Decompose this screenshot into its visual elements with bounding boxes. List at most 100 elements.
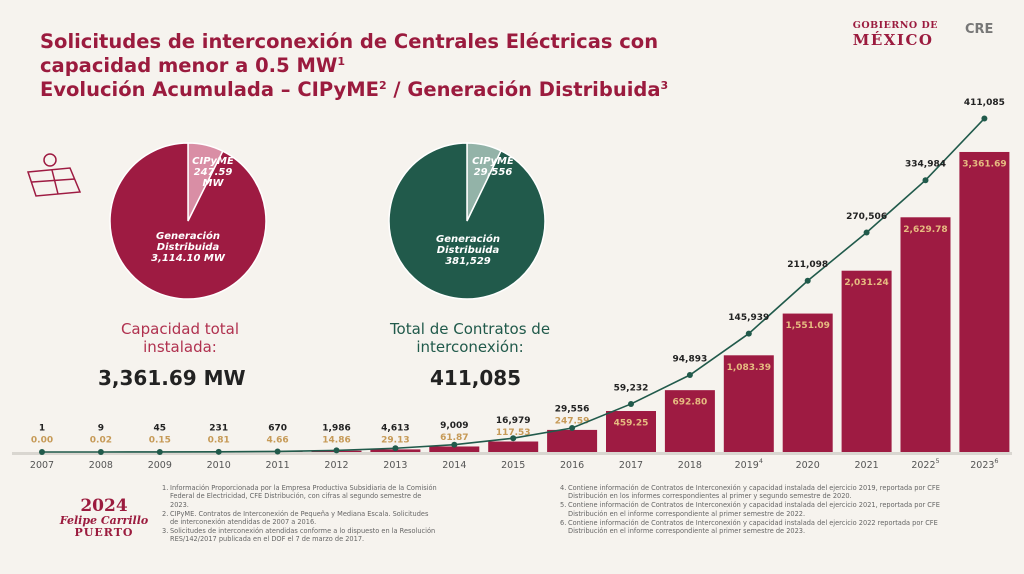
summary-value: 411,085 [430, 366, 522, 390]
logo-text: Felipe Carrillo [59, 514, 149, 527]
footnote: 2. CIPyME. Contratos de Interconexión de … [162, 510, 437, 527]
point [333, 447, 340, 454]
footnote-ref: 6 [994, 457, 998, 465]
category: 2013 [383, 460, 407, 471]
bar [723, 355, 774, 452]
point [922, 177, 929, 184]
point [804, 277, 811, 284]
line-value-label: 4,613 [381, 424, 409, 434]
category: 2020 [796, 460, 820, 471]
x-tick-label: 2010 [207, 460, 231, 471]
gobierno-logo: GOBIERNO DE MÉXICO [853, 20, 938, 49]
line-value-label: 270,506 [846, 212, 887, 222]
x-tick-label: 2012 [324, 460, 348, 471]
line-value-label: 9 [98, 424, 104, 434]
title-text: Evolución Acumulada – CIPyME [40, 78, 379, 101]
bar [429, 446, 480, 452]
panel [26, 167, 82, 197]
slice-name: CIPyME [472, 156, 514, 167]
slice-value: 29,556 [473, 167, 513, 178]
bar-value-label: 0.81 [208, 436, 230, 446]
x-tick-label: 2007 [30, 460, 54, 471]
footnote-number: 4. [560, 484, 567, 492]
bar [664, 390, 715, 452]
category: 2019 [735, 460, 759, 471]
x-tick-label: 2014 [442, 460, 466, 471]
x-tick-label: 20236 [970, 457, 998, 471]
footnote-text: Contiene información de Contratos de Int… [568, 484, 940, 501]
bar-value-label: 0.00 [31, 436, 53, 446]
fcp-logo: 2024 Felipe Carrillo PUERTO [54, 497, 154, 539]
bar-value-label: 29.13 [381, 436, 409, 446]
title-text: Solicitudes de interconexión de Centrale… [40, 30, 659, 77]
footnotes: 4. Contiene información de Contratos de I… [560, 484, 970, 536]
bar-value-label: 692.80 [673, 398, 708, 408]
bar [900, 217, 951, 452]
footnote: 3. Solicitudes de interconexión atendidas… [162, 527, 437, 544]
x-tick-label: 2016 [560, 460, 584, 471]
footnote: 4. Contiene información de Contratos de I… [560, 484, 970, 501]
x-tick-label: 2013 [383, 460, 407, 471]
point [392, 445, 399, 452]
title: Solicitudes de interconexión de Centrale… [40, 30, 740, 102]
line-value-label: 211,098 [787, 260, 828, 270]
category: 2018 [678, 460, 702, 471]
logo-text: MÉXICO [852, 31, 934, 49]
point [981, 115, 988, 122]
line-value-label: 670 [268, 424, 287, 434]
footnote-text: Información Proporcionada por la Empresa… [170, 484, 437, 509]
logo-text: GOBIERNO DE [852, 20, 938, 31]
category: 2008 [89, 460, 113, 471]
footnote-number: 1. [162, 484, 169, 492]
category: 2017 [619, 460, 643, 471]
sun [43, 153, 57, 167]
x-tick-label: 2017 [619, 460, 643, 471]
pie-label: Generación Distribuida 3,114.10 MW [140, 231, 236, 264]
bar-value-label: 14.86 [322, 436, 350, 446]
line-value-label: 16,979 [496, 416, 531, 426]
summary-label: Capacidad total instalada: [120, 320, 240, 356]
point [156, 448, 163, 455]
footnote-text: CIPyME. Contratos de Interconexión de Pe… [170, 509, 429, 527]
slice-value: 247.59 MW [193, 167, 233, 189]
point [686, 372, 693, 379]
slice-name: CIPyME [192, 156, 234, 167]
bar [841, 270, 892, 452]
bar [488, 441, 539, 452]
bar-value-label: 2,629.78 [903, 225, 947, 235]
footnote-text: Solicitudes de interconexión atendidas c… [170, 527, 436, 544]
point [39, 448, 45, 455]
point [274, 448, 281, 455]
point [97, 448, 104, 455]
line-value-label: 94,893 [673, 355, 708, 365]
point [569, 425, 576, 432]
footnote: 5. Contiene información de Contratos de I… [560, 501, 970, 518]
pie-label: CIPyME 29,556 [458, 156, 528, 178]
bar-value-label: 0.15 [149, 436, 171, 446]
bar [547, 429, 598, 452]
category: 2015 [501, 460, 525, 471]
bar-value-label: 3,361.69 [962, 159, 1006, 169]
category: 2014 [442, 460, 466, 471]
footnotes: 1. Información Proporcionada por la Empre… [162, 484, 437, 544]
category: 2009 [148, 460, 172, 471]
bar [782, 313, 833, 452]
point [451, 441, 458, 448]
bar-value-label: 1,551.09 [785, 321, 829, 331]
axis-band [12, 452, 1012, 455]
category: 2007 [30, 460, 54, 471]
slice-value: 381,529 [445, 256, 491, 267]
category: 2012 [324, 460, 348, 471]
category: 2023 [970, 460, 994, 471]
footnote-ref: 3 [660, 79, 669, 92]
point [215, 448, 222, 455]
footnote-text: Contiene información de Contratos de Int… [568, 518, 938, 536]
line-value-label: 45 [154, 424, 167, 434]
footnote: 6. Contiene información de Contratos de I… [560, 519, 970, 536]
line-value-label: 59,232 [614, 383, 649, 393]
bar [959, 151, 1010, 452]
bar-value-label: 61.87 [440, 433, 468, 443]
line-value-label: 231 [209, 424, 228, 434]
line-value-label: 1,986 [322, 424, 350, 434]
